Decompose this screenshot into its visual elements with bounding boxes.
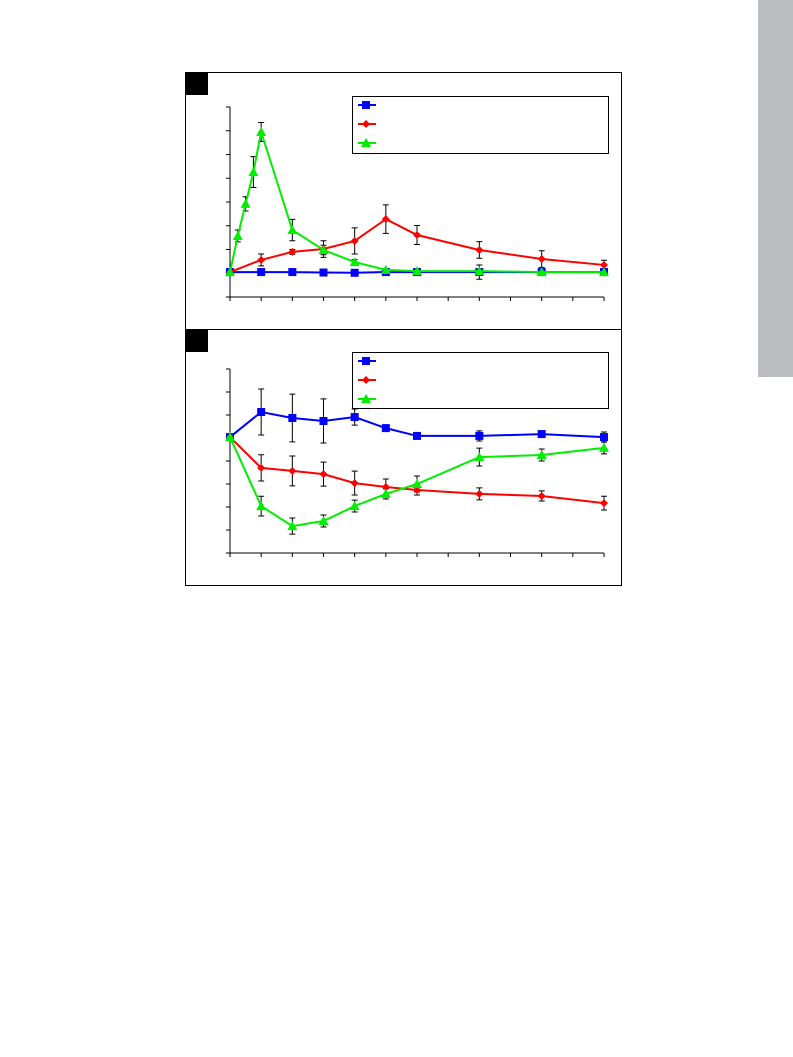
marker bbox=[600, 499, 608, 508]
legend-marker bbox=[362, 101, 370, 109]
marker bbox=[412, 479, 422, 488]
legend-marker bbox=[361, 138, 371, 147]
marker bbox=[257, 408, 266, 417]
marker bbox=[536, 267, 547, 277]
marker bbox=[475, 489, 484, 498]
marker bbox=[350, 479, 359, 488]
side-tab bbox=[758, 0, 793, 377]
marker bbox=[318, 244, 329, 254]
marker bbox=[600, 260, 608, 269]
marker bbox=[248, 167, 259, 177]
legend-marker bbox=[362, 120, 370, 128]
marker bbox=[600, 433, 608, 442]
panel-badge bbox=[186, 330, 208, 352]
marker bbox=[537, 491, 546, 500]
series-line bbox=[229, 436, 605, 505]
marker bbox=[474, 266, 485, 276]
marker bbox=[240, 198, 251, 208]
legend-marker bbox=[362, 376, 370, 384]
marker bbox=[257, 463, 266, 472]
marker bbox=[225, 267, 235, 277]
marker bbox=[536, 450, 547, 460]
marker bbox=[475, 431, 484, 440]
marker bbox=[381, 424, 390, 433]
marker bbox=[319, 268, 328, 277]
marker bbox=[287, 225, 298, 235]
marker bbox=[412, 266, 422, 276]
marker bbox=[350, 236, 359, 245]
marker bbox=[319, 470, 328, 479]
marker bbox=[288, 413, 297, 422]
marker bbox=[381, 215, 390, 224]
legend-marker bbox=[362, 357, 370, 365]
legend-box bbox=[352, 352, 609, 409]
marker bbox=[287, 521, 298, 531]
marker bbox=[413, 431, 421, 440]
marker bbox=[380, 488, 391, 498]
marker bbox=[349, 257, 360, 267]
marker bbox=[413, 231, 421, 240]
marker bbox=[288, 268, 297, 277]
marker bbox=[256, 501, 267, 511]
marker bbox=[318, 516, 329, 526]
marker bbox=[381, 482, 390, 491]
marker bbox=[288, 247, 297, 256]
series-line bbox=[229, 410, 605, 439]
marker bbox=[288, 466, 297, 475]
marker bbox=[350, 268, 359, 277]
marker bbox=[474, 452, 485, 462]
marker bbox=[599, 267, 609, 277]
series-line bbox=[229, 217, 605, 273]
marker bbox=[537, 255, 546, 263]
marker bbox=[256, 126, 267, 136]
marker bbox=[349, 501, 360, 511]
marker bbox=[475, 245, 484, 254]
marker bbox=[232, 230, 243, 240]
panel-badge bbox=[186, 73, 208, 95]
marker bbox=[350, 413, 359, 422]
marker bbox=[257, 255, 266, 264]
marker bbox=[257, 268, 266, 277]
marker bbox=[225, 432, 235, 442]
series-line bbox=[229, 436, 605, 528]
legend-marker bbox=[361, 394, 371, 403]
marker bbox=[537, 430, 546, 439]
marker bbox=[319, 416, 328, 425]
marker bbox=[380, 264, 391, 274]
marker bbox=[599, 442, 609, 452]
legend-box bbox=[352, 96, 609, 154]
